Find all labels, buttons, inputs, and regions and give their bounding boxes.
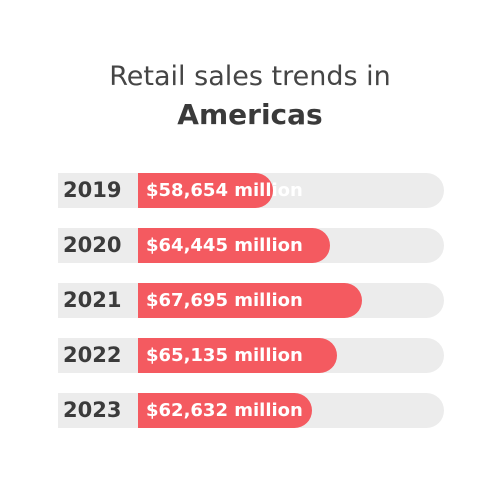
sales-bar: $58,654 million (138, 173, 303, 208)
sales-bar: $67,695 million (138, 283, 363, 318)
year-label: 2022 (63, 343, 122, 367)
sales-bar: $65,135 million (138, 338, 337, 373)
bar-value-label: $58,654 million (146, 180, 303, 201)
bar-chart: 2019 $58,654 million 2020 $64,445 million 20… (58, 173, 444, 448)
bar-value-label: $67,695 million (146, 290, 303, 311)
bar-value-label: $62,632 million (146, 400, 303, 421)
bar-row: 2019 $58,654 million (58, 173, 444, 208)
year-label: 2019 (63, 178, 122, 202)
year-label: 2021 (63, 288, 122, 312)
bar-value-label: $64,445 million (146, 235, 303, 256)
chart-title-line1: Retail sales trends in (109, 61, 391, 92)
sales-bar: $62,632 million (138, 393, 313, 428)
bar-value-label: $65,135 million (146, 345, 303, 366)
year-label: 2023 (63, 398, 122, 422)
bar-row: 2020 $64,445 million (58, 228, 444, 263)
year-label: 2020 (63, 233, 122, 257)
bar-row: 2022 $65,135 million (58, 338, 444, 373)
bar-row: 2023 $62,632 million (58, 393, 444, 428)
sales-bar: $64,445 million (138, 228, 330, 263)
chart-title-line2: Americas (177, 98, 323, 131)
chart-title: Retail sales trends in Americas (0, 58, 500, 134)
bar-row: 2021 $67,695 million (58, 283, 444, 318)
